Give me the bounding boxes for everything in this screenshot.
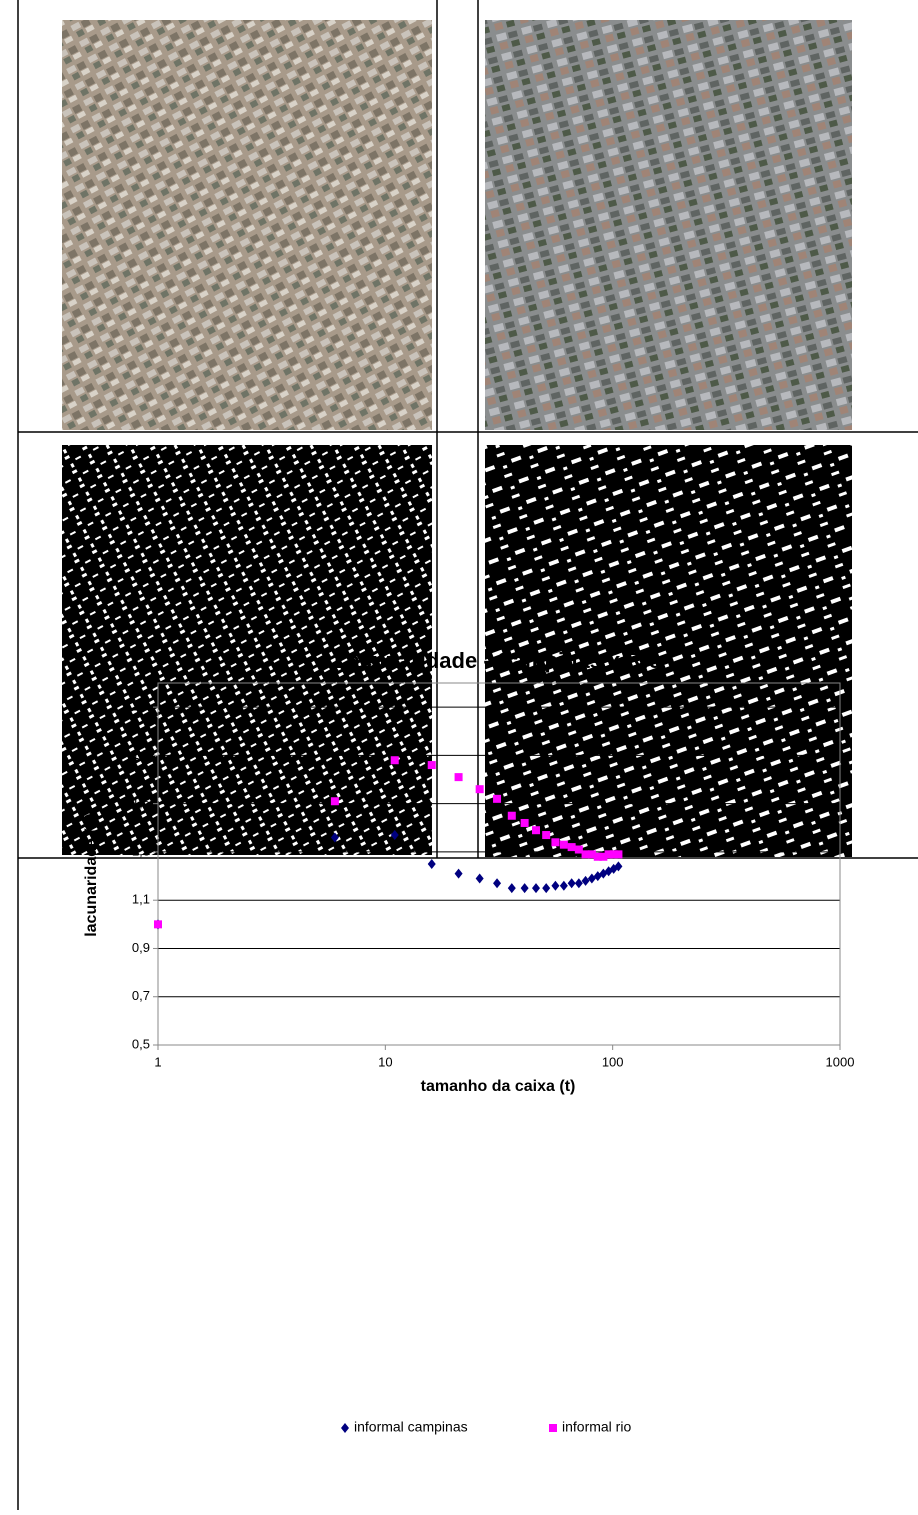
y-tick-label: 0,9	[132, 940, 150, 955]
chart-title: Lacunaridade - Campinas x Rio	[334, 648, 662, 673]
data-point	[560, 841, 568, 849]
x-tick-label: 1	[154, 1054, 161, 1069]
x-tick-label: 1000	[826, 1054, 855, 1069]
data-point	[455, 773, 463, 781]
y-tick-label: 1,5	[132, 795, 150, 810]
data-point	[508, 883, 516, 893]
data-point	[493, 878, 501, 888]
data-point	[568, 843, 576, 851]
data-point	[521, 819, 529, 827]
y-tick-label: 0,7	[132, 988, 150, 1003]
x-tick-label: 100	[602, 1054, 624, 1069]
legend-label: informal campinas	[354, 1419, 468, 1435]
data-point	[521, 883, 529, 893]
y-tick-label: 1,7	[132, 747, 150, 762]
data-point	[614, 850, 622, 858]
data-point	[154, 920, 162, 928]
legend-label: informal rio	[562, 1419, 631, 1435]
data-point	[428, 761, 436, 769]
data-point	[542, 883, 550, 893]
data-point	[551, 838, 559, 846]
data-point	[455, 869, 463, 879]
data-point	[575, 878, 583, 888]
y-axis-label: lacunaridade (L)	[83, 813, 100, 937]
aerial-image-rio	[485, 20, 852, 430]
y-tick-label: 1,9	[132, 699, 150, 714]
data-point	[582, 876, 590, 886]
y-tick-label: 0,5	[132, 1036, 150, 1051]
y-tick-label: 1,1	[132, 892, 150, 907]
data-point	[532, 883, 540, 893]
page: Lacunaridade - Campinas x Rio tamanho da…	[0, 0, 918, 1510]
legend-marker	[549, 1424, 557, 1432]
document: Lacunaridade - Campinas x Rio tamanho da…	[0, 0, 918, 1510]
data-point	[508, 812, 516, 820]
data-point	[551, 881, 559, 891]
x-axis-label: tamanho da caixa (t)	[421, 1078, 576, 1095]
x-tick-label: 10	[378, 1054, 392, 1069]
data-point	[542, 831, 550, 839]
aerial-image-campinas	[62, 20, 432, 430]
data-point	[568, 878, 576, 888]
data-point	[331, 797, 339, 805]
data-point	[428, 859, 436, 869]
data-point	[476, 785, 484, 793]
data-point	[476, 873, 484, 883]
data-point	[532, 826, 540, 834]
data-point	[391, 756, 399, 764]
legend-marker	[341, 1423, 349, 1433]
y-tick-label: 1,3	[132, 843, 150, 858]
data-point	[493, 795, 501, 803]
data-point	[560, 881, 568, 891]
